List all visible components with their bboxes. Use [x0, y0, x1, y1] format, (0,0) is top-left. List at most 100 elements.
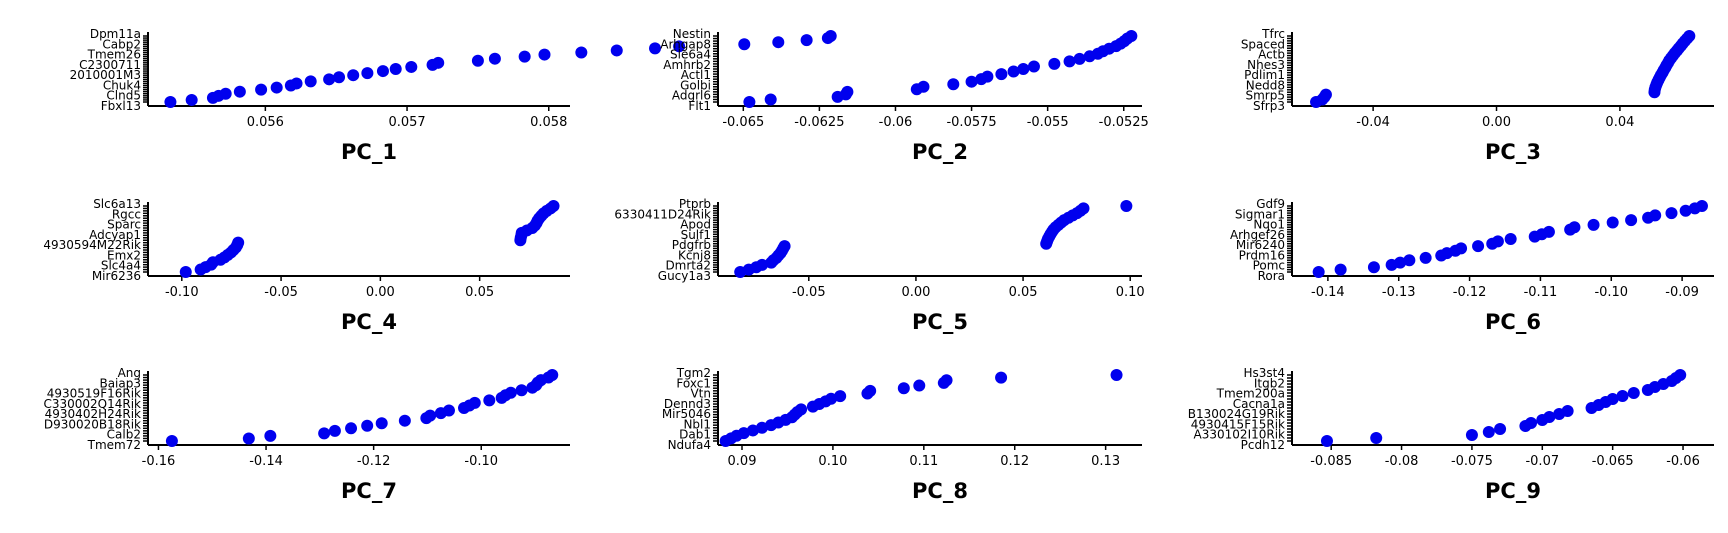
gene-label: 4930519F16Rik — [47, 387, 141, 401]
gene-label: Chuk4 — [103, 78, 141, 92]
data-point — [1403, 254, 1416, 267]
x-tick-label: -0.10 — [165, 285, 199, 300]
data-point — [179, 266, 192, 278]
gene-label: D930020B18Rik — [44, 417, 141, 431]
data-point — [917, 80, 930, 93]
data-point — [1616, 390, 1629, 402]
gene-label: Pdgfrb — [672, 238, 711, 252]
data-point — [361, 419, 374, 432]
data-point — [1665, 207, 1678, 220]
data-point — [1125, 30, 1138, 42]
data-point — [546, 369, 559, 381]
data-point — [1120, 200, 1133, 212]
data-point — [897, 382, 910, 395]
x-tick-label: -0.055 — [1027, 115, 1069, 130]
gene-label: Tmem72 — [87, 438, 141, 452]
data-point — [864, 384, 877, 397]
data-point — [424, 409, 437, 422]
gene-label: Nhes3 — [1247, 58, 1285, 72]
data-point — [304, 75, 317, 88]
data-point — [800, 34, 813, 47]
pc-axis-title: PC_7 — [341, 479, 397, 503]
gene-label: Apod — [680, 218, 711, 232]
x-tick-label: 0.13 — [1091, 454, 1120, 469]
gene-label: Smrp5 — [1246, 89, 1286, 103]
data-point — [1370, 432, 1383, 444]
gene-label: Ang — [118, 366, 141, 380]
data-point — [398, 414, 411, 427]
data-point — [1679, 204, 1692, 217]
gene-label: C330002Q14Rik — [43, 397, 141, 411]
data-point — [764, 93, 777, 106]
data-point — [746, 424, 759, 437]
data-point — [1649, 209, 1662, 222]
data-point — [1063, 55, 1076, 68]
x-tick-label: 0.10 — [818, 454, 847, 469]
data-point — [518, 50, 531, 63]
data-point — [673, 40, 686, 53]
data-point — [376, 65, 389, 78]
x-tick-label: -0.085 — [1310, 454, 1352, 469]
gene-label: A330102I10Rik — [1194, 428, 1285, 442]
data-point — [270, 81, 283, 94]
gene-label: Tgm2 — [676, 366, 711, 380]
gene-label: C2300711 — [79, 58, 141, 72]
panel-pc-5: Ptprb6330411D24RikApodSulf1PdgfrbKcnj8Dm… — [614, 197, 1144, 334]
data-point — [290, 77, 303, 90]
x-tick-label: -0.065 — [722, 115, 764, 130]
data-point — [1017, 63, 1030, 75]
gene-label: Amhrb2 — [663, 58, 711, 72]
gene-label: B130024G19Rik — [1188, 407, 1285, 421]
x-tick-label: 0.00 — [901, 285, 930, 300]
x-tick-label: 0.04 — [1605, 115, 1634, 130]
data-point — [488, 52, 501, 65]
gene-label: Prdm16 — [1239, 248, 1285, 262]
gene-label: Rgcc — [112, 207, 141, 221]
x-tick-label: -0.06 — [879, 115, 913, 130]
gene-label: Ptprb — [679, 197, 711, 211]
data-point — [361, 67, 374, 80]
gene-label: Dpm11a — [90, 27, 141, 41]
x-tick-label: -0.11 — [1524, 285, 1558, 300]
data-point — [164, 96, 177, 108]
data-point — [1568, 221, 1581, 234]
x-tick-label: -0.12 — [357, 454, 391, 469]
pc-axis-title: PC_3 — [1485, 140, 1541, 164]
data-point — [1494, 423, 1507, 435]
gene-label: Flt1 — [688, 99, 711, 113]
gene-label: Gucy1a3 — [658, 269, 711, 283]
data-point — [264, 429, 277, 442]
x-tick-label: -0.0625 — [794, 115, 844, 130]
gene-label: Ndufa4 — [668, 438, 711, 452]
x-tick-label: -0.0575 — [946, 115, 996, 130]
x-tick-label: 0.11 — [909, 454, 938, 469]
data-point — [1319, 88, 1332, 101]
data-point — [347, 69, 360, 82]
data-point — [471, 54, 484, 67]
x-tick-label: -0.07 — [1525, 454, 1559, 469]
gene-label: Adgrl6 — [672, 89, 711, 103]
x-tick-label: -0.16 — [142, 454, 176, 469]
gene-label: 4930402H24Rik — [45, 407, 141, 421]
gene-label: Actb — [1258, 48, 1285, 62]
gene-label: Nedd8 — [1246, 78, 1285, 92]
data-point — [913, 379, 926, 392]
data-point — [1073, 52, 1086, 65]
gene-label: Nqo1 — [1253, 218, 1285, 232]
x-tick-label: -0.14 — [1311, 285, 1345, 300]
data-point — [1695, 200, 1708, 212]
data-point — [995, 371, 1008, 384]
data-point — [1027, 60, 1040, 73]
panel-pc-2: NestinArhgap8Sle6a4Amhrb2Actl1GolbiAdgrl… — [660, 27, 1149, 164]
data-point — [1334, 263, 1347, 276]
data-point — [328, 424, 341, 437]
data-point — [432, 56, 445, 69]
gene-label: Sparc — [107, 218, 141, 232]
panel-pc-6: Gdf9Sigmar1Nqo1Arhgef26Mir6240Prdm16Pomc… — [1230, 197, 1714, 334]
gene-label: Pomc — [1253, 259, 1285, 273]
gene-label: Dennd3 — [664, 397, 711, 411]
x-tick-label: 0.058 — [530, 115, 567, 130]
gene-label: Spaced — [1241, 37, 1285, 51]
data-point — [389, 63, 402, 75]
